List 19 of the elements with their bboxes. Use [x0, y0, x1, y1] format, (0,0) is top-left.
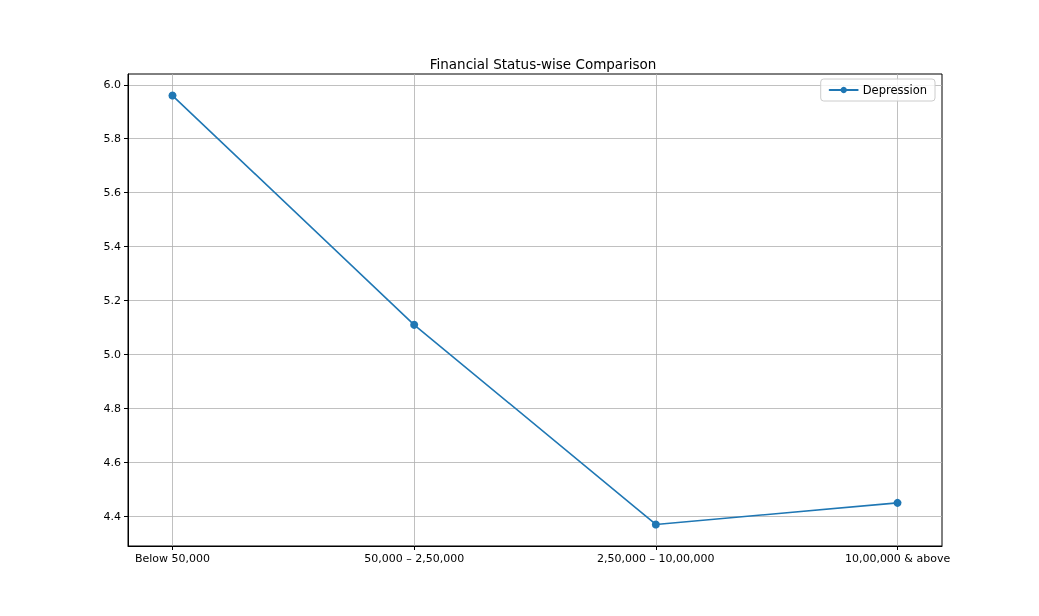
x-tick-label: 10,00,000 & above [844, 552, 951, 565]
x-tick-label: 50,000 – 2,50,000 [364, 552, 465, 565]
x-tick-label: Below 50,000 [134, 552, 211, 565]
point [410, 320, 419, 329]
y-tick-label: 4.8 [103, 401, 121, 415]
y-tick-label: 5.0 [103, 348, 121, 361]
y-tick-label: 5.6 [103, 186, 121, 200]
point [168, 91, 177, 100]
legend-label: Depression [862, 83, 928, 97]
y-tick-label: 5.8 [103, 132, 121, 146]
y-tick-label: 4.6 [103, 455, 121, 469]
y-tick-label: 4.4 [103, 509, 121, 523]
x-tick-label: 2,50,000 – 10,00,000 [597, 552, 715, 565]
y-tick-label: 5.2 [103, 294, 121, 308]
y-tick-label: 5.4 [103, 240, 121, 254]
chart-title: Financial Status-wise Comparison [429, 56, 657, 72]
y-tick-label: 6.0 [103, 78, 121, 92]
point [651, 520, 660, 529]
point [893, 498, 902, 507]
